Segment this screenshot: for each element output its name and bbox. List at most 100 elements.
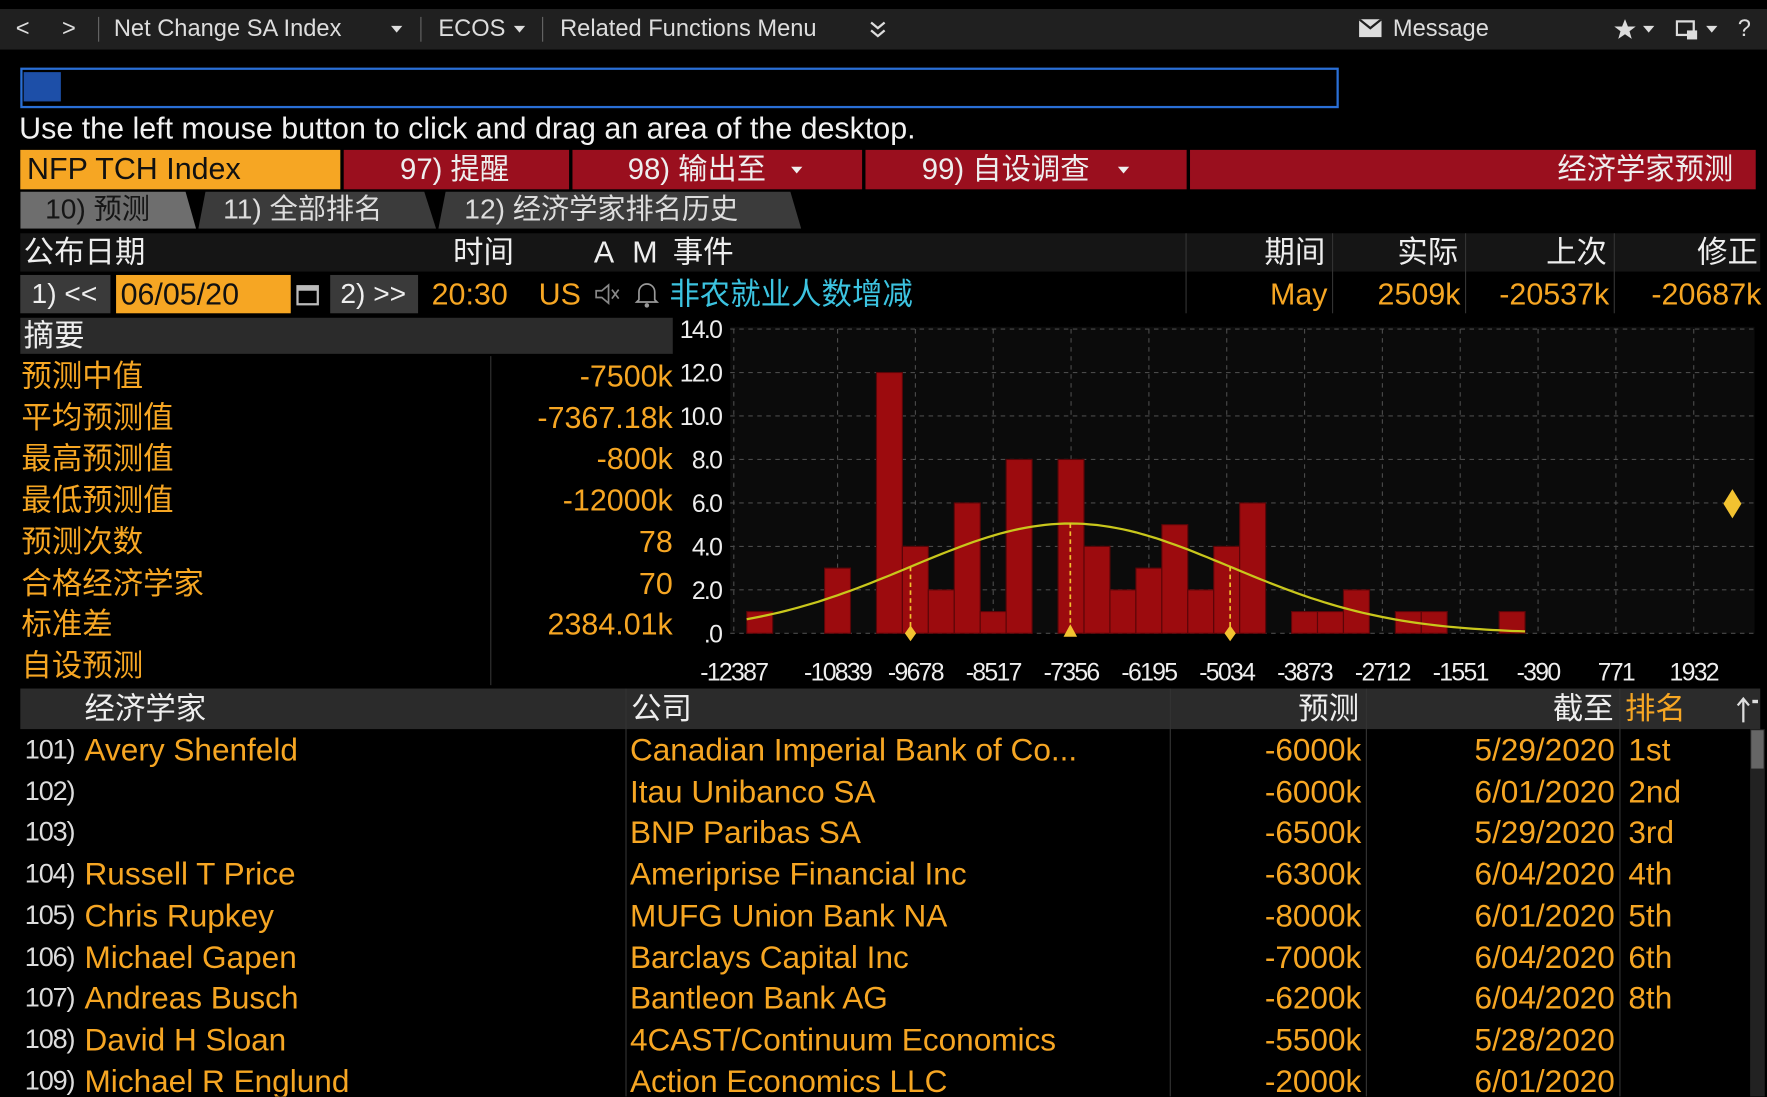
event-time: 20:30	[431, 277, 508, 312]
table-cell[interactable]: Russell T Price	[84, 856, 296, 892]
x-tick-label: -6195	[1121, 660, 1177, 687]
summary-value: -12000k	[562, 483, 673, 518]
table-cell: 6/04/2020	[1474, 980, 1615, 1016]
row-number: 106)	[24, 941, 76, 972]
sort-icon[interactable]	[1735, 695, 1760, 724]
actual-marker	[1723, 489, 1742, 519]
y-tick-label: 14.0	[680, 317, 722, 344]
x-tick-label: 771	[1598, 660, 1635, 687]
summary-value: 78	[638, 524, 673, 559]
bell-icon[interactable]	[633, 279, 660, 308]
action-label: 98) 输出至	[627, 152, 767, 186]
table-cell: 6/01/2020	[1474, 897, 1615, 933]
tab[interactable]	[198, 191, 437, 229]
column-header[interactable]: 经济学家	[84, 691, 207, 726]
column-header: 事件	[672, 235, 734, 270]
summary-label: 预测中值	[21, 359, 144, 394]
table-cell: -6300k	[1264, 856, 1362, 892]
table-cell[interactable]: David H Sloan	[84, 1021, 287, 1057]
summary-value: 2384.01k	[547, 607, 673, 642]
separator	[1613, 233, 1615, 314]
cursor	[23, 72, 61, 102]
bar	[1420, 611, 1448, 634]
event-period: May	[1270, 277, 1328, 312]
star-icon[interactable]	[1614, 18, 1637, 41]
calendar-icon[interactable]	[295, 282, 320, 307]
event-actual: 2509k	[1377, 277, 1461, 312]
date: 06/05/20	[120, 277, 240, 312]
help-button[interactable]: ?	[1737, 15, 1751, 42]
tab[interactable]	[438, 191, 802, 229]
column-header: A	[593, 235, 615, 270]
row-number: 101)	[24, 734, 76, 766]
menu[interactable]: ECOS	[438, 15, 506, 42]
row-number: 108)	[24, 1024, 76, 1055]
scrollbar[interactable]	[1750, 729, 1765, 1097]
table-cell[interactable]: Michael R Englund	[84, 1063, 350, 1097]
x-tick-label: -9678	[888, 660, 944, 687]
table-cell: 6/04/2020	[1474, 856, 1615, 892]
column-header[interactable]: 公司	[631, 691, 692, 726]
column-header[interactable]: 截至	[1552, 691, 1614, 726]
tab-label: 12) 经济学家排名历史	[464, 193, 739, 226]
action-button[interactable]	[572, 149, 863, 190]
bar	[1498, 611, 1526, 634]
row-number: 105)	[24, 900, 76, 931]
prev-label: 1) <<	[31, 278, 98, 310]
y-tick-label: 12.0	[680, 361, 722, 388]
chevron-icon	[870, 21, 886, 38]
column-header: 期间	[1264, 235, 1326, 270]
menu[interactable]: Related Functions Menu	[560, 15, 817, 42]
table-cell: -6000k	[1264, 732, 1362, 768]
summary-label: 自设预测	[21, 648, 144, 683]
tab-active[interactable]	[20, 191, 197, 229]
speaker-icon[interactable]	[594, 282, 623, 307]
ticker[interactable]: NFP TCH Index	[20, 149, 341, 190]
sd-marker	[1224, 625, 1236, 642]
table-cell[interactable]: Michael Gapen	[84, 939, 297, 975]
action-button[interactable]	[865, 149, 1187, 190]
dropdown-icon	[1117, 166, 1130, 174]
table-cell: 1st	[1628, 732, 1671, 768]
table-cell: 5/28/2020	[1474, 1021, 1615, 1057]
table-cell: -6200k	[1264, 980, 1362, 1016]
bar	[927, 589, 955, 634]
summary-header	[20, 317, 673, 354]
column-header[interactable]: 排名	[1625, 691, 1686, 726]
x-tick-label: -1551	[1433, 660, 1489, 687]
command-line[interactable]	[20, 67, 1339, 109]
prev-button[interactable]	[20, 274, 111, 314]
row-number: 109)	[24, 1065, 76, 1097]
table-header	[20, 688, 1761, 730]
date-box[interactable]	[116, 274, 291, 314]
x-tick-label: -2712	[1355, 660, 1411, 687]
menu[interactable]: Net Change SA Index	[113, 15, 342, 42]
action-label: 99) 自设调查	[921, 152, 1090, 186]
y-tick-label: 6.0	[692, 491, 722, 518]
summary-label: 预测次数	[21, 524, 144, 559]
table-cell[interactable]: Avery Shenfeld	[84, 732, 298, 768]
column-header: M	[632, 235, 658, 270]
scroll-thumb[interactable]	[1751, 730, 1764, 769]
window-icon[interactable]	[1675, 18, 1699, 41]
table-cell[interactable]: Andreas Busch	[84, 980, 299, 1016]
message-button[interactable]: Message	[1392, 15, 1489, 42]
separator	[1365, 688, 1367, 1097]
column-header[interactable]: 预测	[1298, 691, 1360, 726]
dropdown-icon	[391, 25, 403, 33]
table-cell: 2nd	[1628, 773, 1682, 809]
table-cell: MUFG Union Bank NA	[629, 897, 948, 933]
next-button[interactable]	[330, 274, 419, 314]
forward-button[interactable]: >	[61, 15, 76, 42]
table-cell: 5/29/2020	[1474, 732, 1615, 768]
action-button[interactable]	[343, 149, 570, 190]
table-cell[interactable]: Chris Rupkey	[84, 897, 274, 933]
next-label: 2) >>	[340, 278, 407, 310]
table-cell: -6500k	[1264, 815, 1362, 851]
bar	[901, 545, 929, 634]
event-name[interactable]: 非农就业人数增减	[669, 277, 913, 312]
back-button[interactable]: <	[15, 15, 30, 42]
x-tick-label: -10839	[804, 660, 872, 687]
